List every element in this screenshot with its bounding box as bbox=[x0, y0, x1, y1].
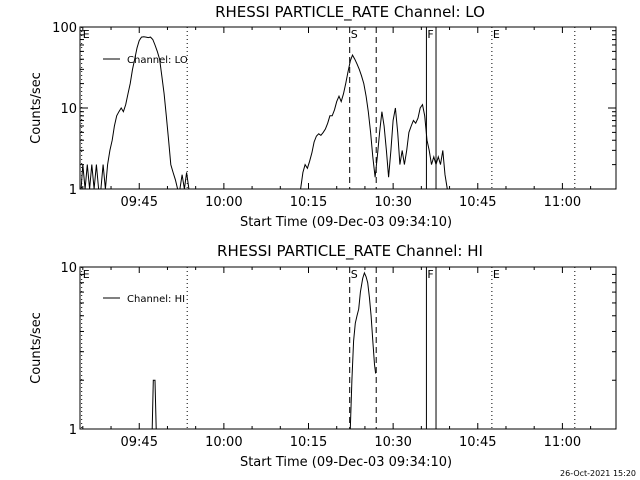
series-line bbox=[80, 36, 190, 190]
y-tick-label: 10 bbox=[60, 261, 77, 276]
panel-hi: RHESSI PARTICLE_RATE Channel: HI Counts/… bbox=[29, 242, 617, 470]
y-axis-label-hi: Counts/sec bbox=[29, 312, 44, 384]
x-axis-label-lo: Start Time (09-Dec-03 09:34:10) bbox=[240, 215, 452, 230]
x-tick-label: 10:00 bbox=[205, 435, 242, 450]
y-tick-label: 100 bbox=[52, 21, 77, 36]
marker-label: E bbox=[83, 28, 90, 41]
marker-label: E bbox=[83, 268, 90, 281]
marker-label: S bbox=[351, 268, 358, 281]
panel-lo: RHESSI PARTICLE_RATE Channel: LO Counts/… bbox=[29, 3, 617, 230]
x-axis-label-hi: Start Time (09-Dec-03 09:34:10) bbox=[240, 455, 452, 470]
legend-label-lo: Channel: LO bbox=[127, 55, 188, 66]
series-line bbox=[349, 271, 377, 430]
chart-title-lo: RHESSI PARTICLE_RATE Channel: LO bbox=[215, 3, 485, 22]
x-tick-label: 10:15 bbox=[290, 195, 327, 210]
plot-frame bbox=[79, 26, 617, 190]
x-tick-label: 11:00 bbox=[544, 195, 581, 210]
x-tick-label: 10:30 bbox=[374, 435, 411, 450]
x-tick-label: 11:00 bbox=[544, 435, 581, 450]
marker-label: F bbox=[427, 28, 433, 41]
x-tick-label: 10:15 bbox=[290, 435, 327, 450]
marker-label: S bbox=[351, 28, 358, 41]
x-tick-label: 10:00 bbox=[205, 195, 242, 210]
marker-label: E bbox=[493, 268, 500, 281]
marker-label: E bbox=[493, 28, 500, 41]
x-tick-label: 10:30 bbox=[374, 195, 411, 210]
y-axis-label-lo: Counts/sec bbox=[29, 72, 44, 144]
plot-frame bbox=[79, 266, 617, 430]
y-tick-label: 10 bbox=[60, 102, 77, 117]
x-tick-label: 10:45 bbox=[459, 195, 496, 210]
x-tick-label: 09:45 bbox=[121, 435, 158, 450]
legend-label-hi: Channel: HI bbox=[127, 294, 185, 305]
timestamp: 26-Oct-2021 15:20 bbox=[560, 469, 636, 478]
x-tick-label: 09:45 bbox=[121, 195, 158, 210]
series-line bbox=[300, 53, 448, 190]
marker-label: F bbox=[427, 268, 433, 281]
series-line bbox=[151, 379, 157, 430]
x-tick-label: 10:45 bbox=[459, 435, 496, 450]
y-tick-label: 1 bbox=[69, 183, 77, 198]
chart-title-hi: RHESSI PARTICLE_RATE Channel: HI bbox=[217, 242, 483, 261]
y-tick-label: 1 bbox=[69, 423, 77, 438]
